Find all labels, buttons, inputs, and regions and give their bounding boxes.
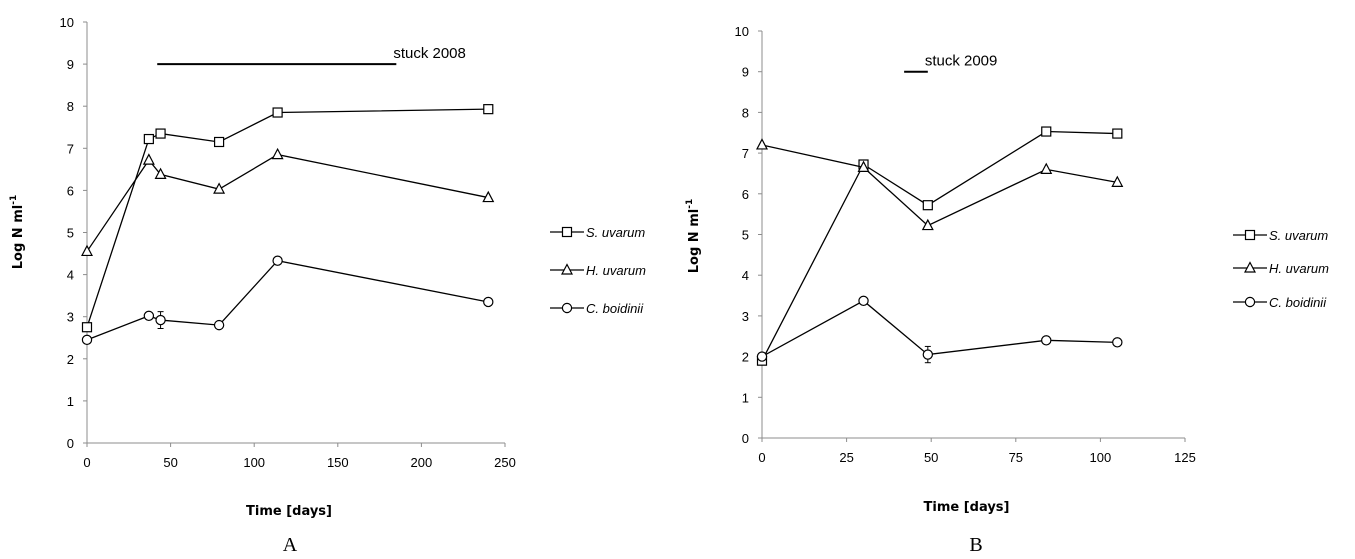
- data-point-circle: [756, 351, 768, 362]
- legend-label: S. uvarum: [586, 225, 645, 240]
- data-point-circle: [1041, 335, 1052, 346]
- data-point-circle: [858, 295, 869, 307]
- legend-label: H. uvarum: [586, 263, 646, 278]
- y-tick-label: 10: [735, 24, 749, 39]
- y-tick-label: 5: [742, 228, 749, 243]
- data-point-triangle: [154, 167, 167, 180]
- series-line-triangle: [86, 153, 489, 252]
- y-tick-label: 6: [67, 183, 74, 198]
- data-point-square: [213, 136, 225, 148]
- data-point-circle: [922, 349, 934, 360]
- data-point-square: [483, 104, 494, 115]
- y-axis-title-text: Log N ml: [11, 205, 26, 269]
- data-point-triangle: [81, 244, 93, 257]
- y-tick-label: 0: [67, 436, 74, 451]
- data-point-circle: [81, 334, 93, 346]
- legend-marker-circle: [561, 302, 573, 314]
- y-tick-label: 4: [67, 268, 74, 283]
- stuck-label: stuck 2009: [925, 53, 998, 70]
- legend-label: C. boidinii: [1269, 295, 1327, 310]
- legend-label: C. boidinii: [586, 301, 644, 316]
- y-axis-title-superscript: -1: [685, 199, 695, 209]
- y-tick-label: 4: [742, 268, 749, 283]
- y-tick-label: 8: [742, 105, 749, 120]
- data-point-triangle: [1040, 162, 1053, 174]
- y-tick-label: 3: [67, 310, 74, 325]
- legend-marker-triangle: [1244, 261, 1256, 273]
- legend-marker-triangle: [561, 263, 573, 275]
- data-point-triangle: [857, 160, 870, 172]
- x-tick-label: 75: [1009, 450, 1023, 465]
- y-axis-title-text: Log N ml: [687, 209, 702, 273]
- x-tick-label: 250: [494, 455, 516, 470]
- y-tick-label: 2: [742, 350, 749, 365]
- x-tick-label: 25: [839, 450, 853, 465]
- x-tick-label: 50: [163, 455, 177, 470]
- data-point-circle: [155, 314, 166, 326]
- y-tick-label: 6: [742, 187, 749, 202]
- x-tick-label: 125: [1174, 450, 1196, 465]
- x-tick-label: 100: [243, 455, 265, 470]
- data-point-square: [922, 200, 933, 211]
- series-line-circle: [761, 300, 1118, 358]
- panel-letter: B: [969, 534, 982, 556]
- y-tick-label: 3: [742, 309, 749, 324]
- x-tick-label: 200: [411, 455, 433, 470]
- stuck-label: stuck 2008: [393, 45, 466, 62]
- y-tick-label: 0: [742, 431, 749, 446]
- x-tick-label: 0: [83, 455, 90, 470]
- legend-label: H. uvarum: [1269, 261, 1329, 276]
- y-axis-title: Log N ml-1: [9, 195, 26, 269]
- y-tick-label: 10: [60, 15, 74, 30]
- data-point-triangle: [482, 190, 495, 203]
- y-tick-label: 5: [67, 226, 74, 241]
- data-point-triangle: [213, 182, 226, 194]
- data-point-triangle: [142, 153, 155, 165]
- x-axis-title: Time [days]: [246, 504, 332, 519]
- y-tick-label: 2: [67, 352, 74, 367]
- y-tick-label: 1: [742, 390, 749, 405]
- panel-letter: A: [283, 534, 298, 556]
- y-tick-label: 1: [67, 394, 74, 409]
- data-point-square: [81, 322, 93, 333]
- data-point-triangle: [756, 138, 768, 150]
- series-line-square: [86, 108, 489, 328]
- y-tick-label: 7: [67, 141, 74, 156]
- legend-marker-square: [1244, 229, 1256, 241]
- y-axis-title-superscript: -1: [9, 195, 19, 205]
- y-tick-label: 7: [742, 146, 749, 161]
- y-tick-label: 9: [67, 57, 74, 72]
- series-line-circle: [86, 259, 489, 341]
- y-tick-label: 9: [742, 65, 749, 80]
- x-axis-title: Time [days]: [924, 500, 1010, 515]
- data-point-triangle: [271, 147, 284, 160]
- data-point-circle: [1112, 337, 1123, 348]
- data-point-square: [155, 128, 166, 139]
- data-point-square: [1041, 126, 1052, 137]
- x-tick-label: 150: [327, 455, 349, 470]
- data-point-square: [272, 107, 283, 118]
- y-axis-title: Log N ml-1: [685, 199, 702, 273]
- data-point-triangle: [1111, 175, 1124, 188]
- series-line-square: [761, 130, 1118, 361]
- x-tick-label: 100: [1090, 450, 1112, 465]
- data-point-circle: [483, 296, 494, 308]
- series-line-triangle: [761, 144, 1118, 227]
- data-point-triangle: [921, 218, 934, 231]
- x-tick-label: 0: [758, 450, 765, 465]
- data-point-square: [1112, 128, 1123, 139]
- data-point-circle: [272, 255, 283, 266]
- legend-label: S. uvarum: [1269, 228, 1328, 243]
- legend-marker-square: [561, 226, 573, 238]
- legend-marker-circle: [1244, 296, 1256, 308]
- x-tick-label: 50: [924, 450, 938, 465]
- data-point-circle: [143, 310, 155, 322]
- data-point-circle: [213, 319, 225, 331]
- y-tick-label: 8: [67, 99, 74, 114]
- data-point-square: [143, 133, 154, 145]
